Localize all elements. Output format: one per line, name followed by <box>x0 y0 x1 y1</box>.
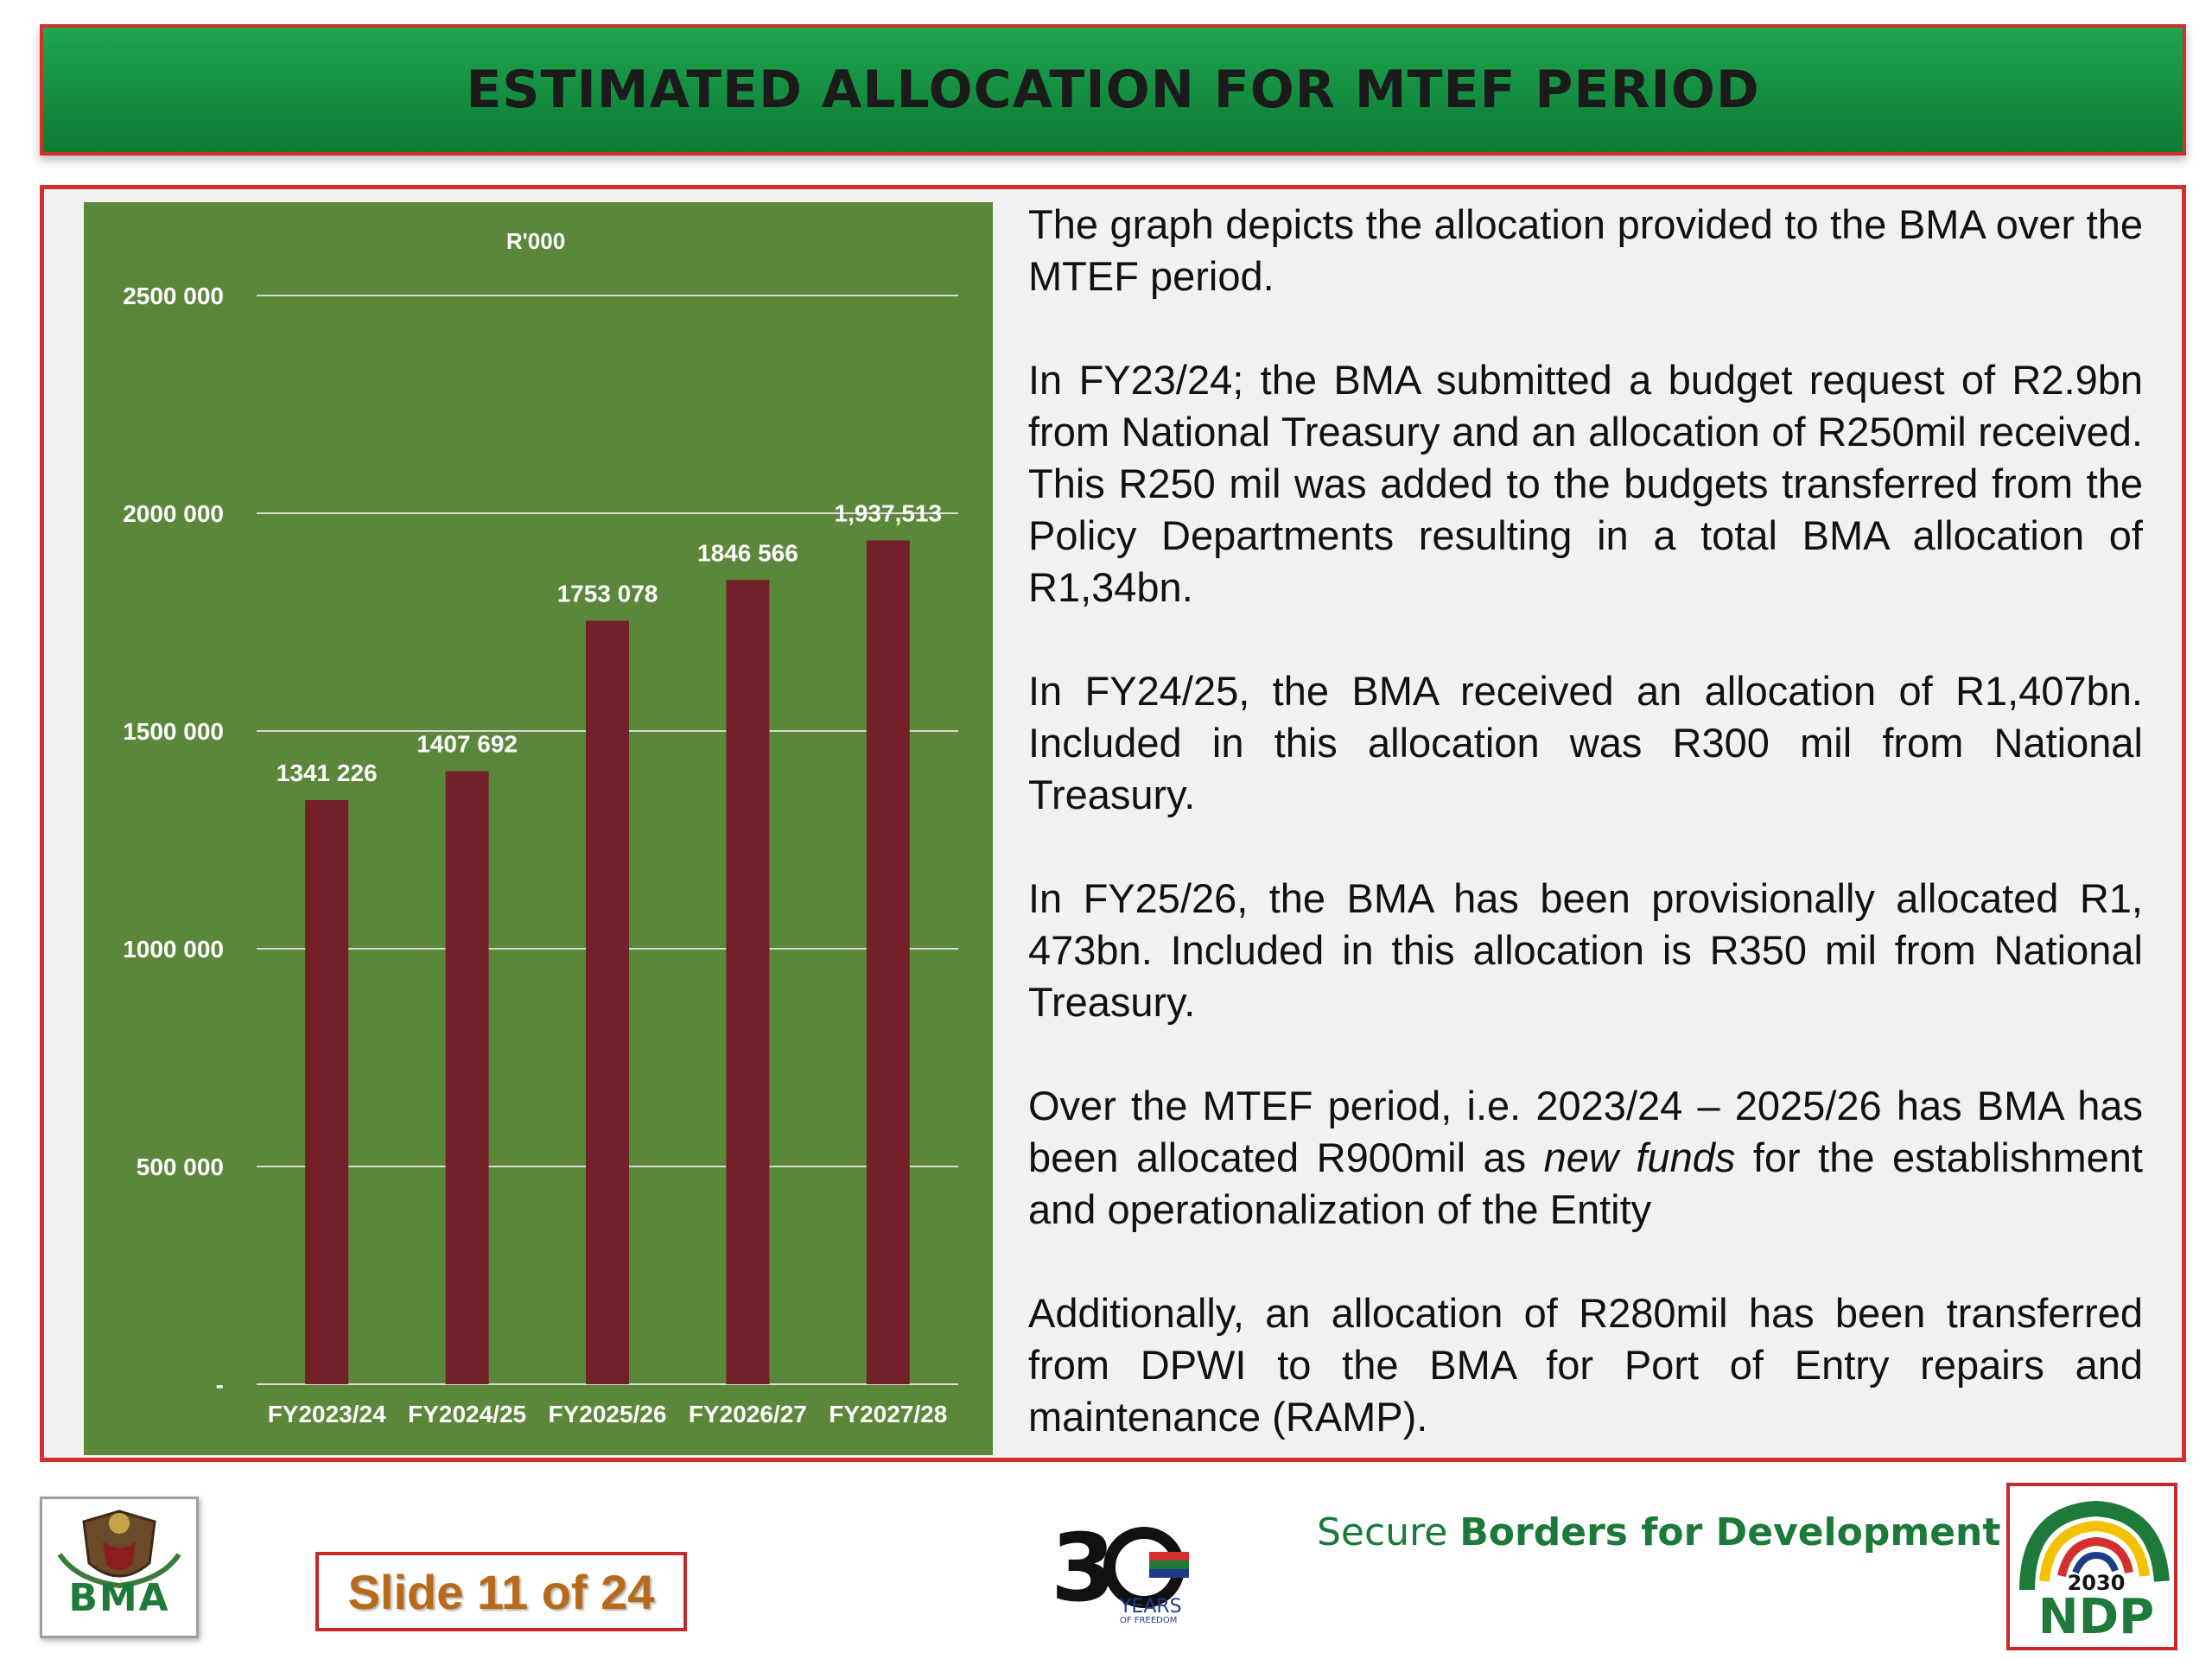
y-tick-label: 500 000 <box>137 1154 224 1180</box>
paragraph-6: Additionally, an allocation of R280mil h… <box>1028 1290 2143 1440</box>
x-tick-label: FY2024/25 <box>408 1401 526 1427</box>
chart-unit-label: R'000 <box>506 228 565 254</box>
y-tick-label: 2500 000 <box>123 283 224 309</box>
y-tick-label: - <box>216 1371 224 1398</box>
ndp-logo: 2030 NDP <box>2006 1483 2177 1650</box>
data-label: 1753 078 <box>557 580 658 607</box>
page-title: ESTIMATED ALLOCATION FOR MTEF PERIOD <box>466 60 1760 120</box>
30-years-icon: 3 YEARS OF FREEDOM <box>1051 1515 1189 1625</box>
bar <box>445 771 489 1384</box>
title-bar: ESTIMATED ALLOCATION FOR MTEF PERIOD <box>40 24 2186 156</box>
bar <box>305 800 349 1384</box>
y-tick-label: 1500 000 <box>123 718 224 745</box>
description-text: The graph depicts the allocation provide… <box>1028 199 2143 1495</box>
bma-logo: BMA <box>40 1497 199 1638</box>
x-tick-label: FY2025/26 <box>549 1401 667 1427</box>
x-tick-label: FY2027/28 <box>829 1401 947 1427</box>
x-tick-label: FY2026/27 <box>689 1401 807 1427</box>
data-label: 1407 692 <box>416 731 518 758</box>
paragraph-5-end: for the establishment and operationaliza… <box>1028 1135 2143 1232</box>
bma-emblem-icon <box>57 1510 181 1589</box>
data-label: 1341 226 <box>276 760 378 786</box>
paragraph-1: The graph depicts the allocation provide… <box>1028 201 2143 299</box>
chart-svg: R'000 - 500 000 1000 000 1500 000 2000 000 250… <box>123 228 958 1427</box>
bar <box>726 580 770 1384</box>
tagline-bold: Borders for Development <box>1459 1510 2001 1554</box>
bar-chart: R'000 - 500 000 1000 000 1500 000 2000 000 250… <box>84 202 993 1455</box>
bma-logo-text: BMA <box>68 1576 170 1620</box>
years-text: YEARS <box>1119 1596 1182 1618</box>
slide-counter: Slide 11 of 24 <box>315 1552 687 1631</box>
y-tick-label: 1000 000 <box>123 936 224 963</box>
paragraph-4: In FY25/26, the BMA has been provisional… <box>1028 875 2143 1025</box>
bar <box>586 620 629 1384</box>
ndp-text: NDP <box>2038 1589 2154 1645</box>
ndp-icon: 2030 NDP <box>2019 1500 2170 1645</box>
data-label: 1,937,513 <box>835 499 943 526</box>
paragraph-3: In FY24/25, the BMA received an allocati… <box>1028 668 2143 817</box>
ndp-year: 2030 <box>2068 1571 2126 1595</box>
paragraph-5: Over the MTEF period, i.e. 2023/24 – 202… <box>1028 1080 2143 1236</box>
x-tick-label: FY2023/24 <box>268 1401 386 1427</box>
paragraph-5-start: Over the MTEF period, i.e. 2023/24 – 202… <box>1028 1083 2143 1180</box>
paragraph-2: In FY23/24; the BMA submitted a budget r… <box>1028 357 2143 610</box>
tagline-plain: Secure <box>1317 1510 1460 1554</box>
paragraph-5-italic: new funds <box>1543 1135 1736 1180</box>
bar <box>866 540 910 1384</box>
30-years-logo: 3 YEARS OF FREEDOM <box>1047 1514 1199 1626</box>
y-tick-label: 2000 000 <box>123 500 224 527</box>
years-subtext: OF FREEDOM <box>1120 1616 1177 1625</box>
tagline: Secure Borders for Development <box>1317 1510 2000 1554</box>
data-label: 1846 566 <box>697 539 798 566</box>
